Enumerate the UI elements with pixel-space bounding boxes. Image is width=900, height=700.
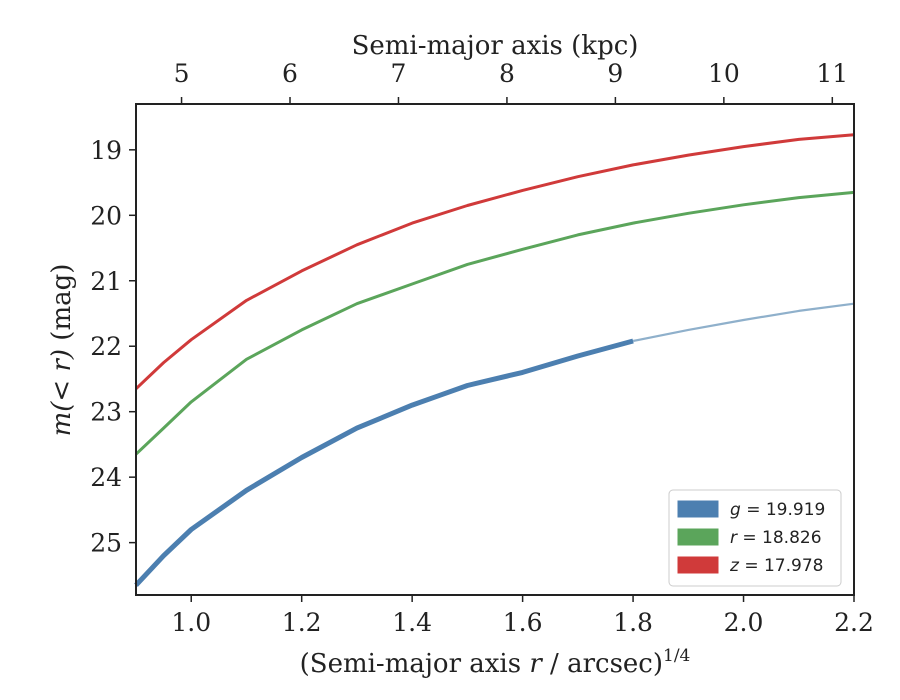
legend-swatch [677,556,719,574]
legend-label: r = 18.826 [730,528,822,548]
legend-label: z = 17.978 [729,556,823,576]
plot-frame [135,103,855,596]
y-tick-label: 19 [90,136,122,165]
x-axis-label-main: (Semi-major axis [300,649,530,679]
y-tick-label: 20 [90,201,122,230]
series-layer [134,133,855,587]
top-tick-label: 8 [499,59,515,88]
legend-swatch [677,528,719,546]
top-axis-label: Semi-major axis (kpc) [352,31,639,61]
series-line-0 [134,338,634,587]
top-tick-label: 7 [391,59,407,88]
x-tick-label: 1.6 [503,608,543,637]
x-tick-label: 1.8 [613,608,653,637]
y-axis-label-var: m(< r) [47,349,77,436]
x-axis-label-var: r [529,649,543,679]
y-tick-label: 22 [90,332,122,361]
series-line-2 [134,190,855,456]
x-tick-label: 2.2 [834,608,874,637]
legend: g = 19.919 r = 18.826 z = 17.978 [668,489,842,587]
x-tick-label: 1.2 [282,608,322,637]
top-tick-label: 5 [174,59,190,88]
legend-swatch [677,500,719,518]
x-axis-label-exponent: 1/4 [663,646,690,666]
series-line-1 [632,302,855,343]
y-axis-label-unit: (mag) [47,264,77,349]
top-tick-label: 10 [708,59,740,88]
top-tick-label: 11 [816,59,848,88]
y-tick-label: 21 [90,267,122,296]
x-axis-label-rest: / arcsec) [542,649,663,679]
legend-label: g = 19.919 [730,500,825,520]
y-tick-label: 25 [90,529,122,558]
ticks-layer: 1.0 1.2 1.4 1.6 1.8 2.0 2.2 19 20 21 22 23 24 25 5 6 7 8 9… [90,59,874,637]
y-tick-label: 24 [90,463,122,492]
x-tick-label: 1.0 [171,608,211,637]
legend-entries: g = 19.919 r = 18.826 z = 17.978 [677,500,825,576]
x-tick-label: 2.0 [724,608,764,637]
top-tick-label: 6 [282,59,298,88]
x-axis-label: (Semi-major axis r / arcsec)1/4 [300,646,691,679]
top-tick-label: 9 [607,59,623,88]
y-tick-label: 23 [90,398,122,427]
y-axis-label: m(< r) (mag) [47,264,77,437]
series-line-3 [134,133,855,390]
x-tick-label: 1.4 [392,608,432,637]
